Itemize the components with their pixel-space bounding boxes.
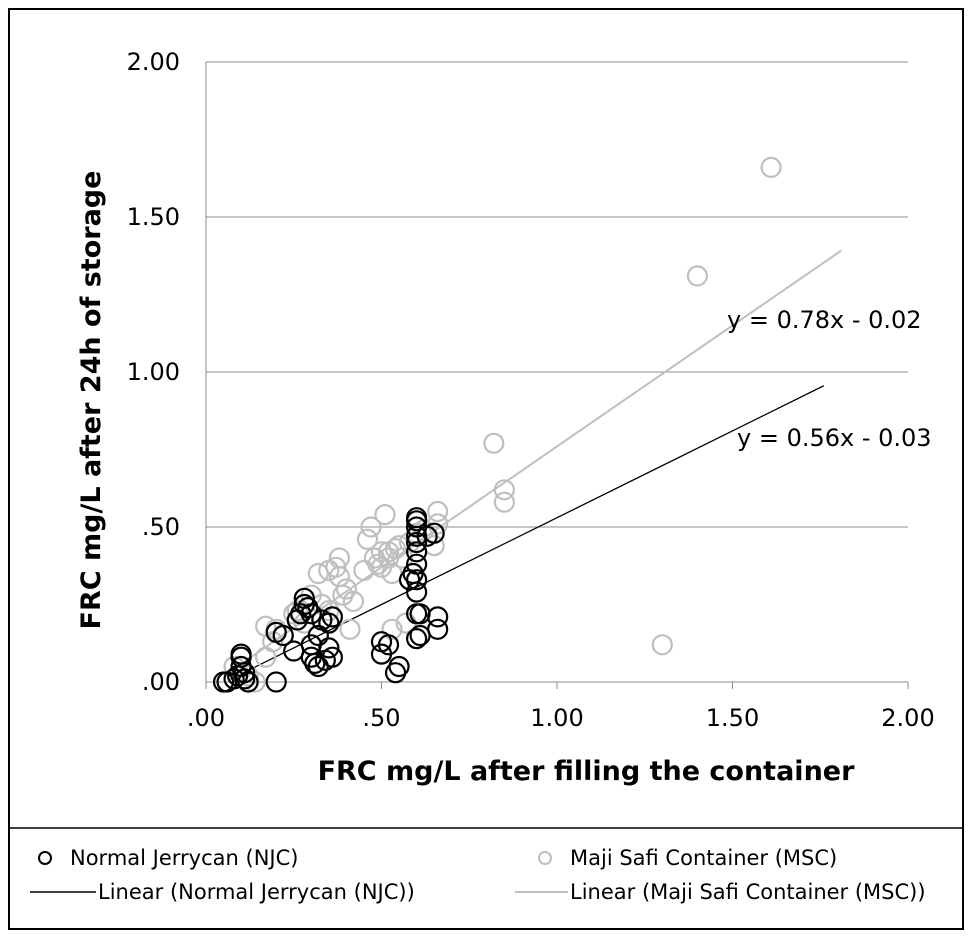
data-point-njc: [265, 671, 287, 693]
legend-label-msc: Maji Safi Container (MSC): [570, 846, 837, 870]
data-point-msc: [427, 513, 449, 535]
data-points: [212, 156, 782, 693]
y-tick-label: 1.00: [127, 358, 180, 386]
data-point-njc: [321, 646, 343, 668]
y-tick-label: 1.50: [127, 203, 180, 231]
legend-label-linear-njc: Linear (Normal Jerrycan (NJC)): [98, 880, 415, 904]
trendline-equation-njc: y = 0.56x - 0.03: [737, 424, 932, 452]
legend-marker-msc: [538, 851, 552, 865]
chart-frame: [8, 8, 964, 930]
x-axis-title: FRC mg/L after filling the container: [318, 756, 856, 787]
trendline-equation-msc: y = 0.78x - 0.02: [727, 306, 922, 334]
y-tick-label: .50: [142, 513, 180, 541]
y-axis-title: FRC mg/L after 24h of storage: [76, 171, 107, 630]
data-point-njc: [234, 668, 256, 690]
data-point-msc: [356, 528, 379, 551]
x-tick-label: 2.00: [881, 704, 934, 732]
data-point-njc: [427, 618, 449, 640]
data-point-msc: [360, 516, 382, 538]
data-point-njc: [406, 531, 428, 554]
data-point-njc: [377, 634, 400, 656]
tick-labels: .00 .50 1.00 1.50 2.00 .00 .50 1.00 1.50 2.00: [127, 48, 935, 732]
y-tick-label: .00: [142, 668, 180, 696]
data-point-njc: [290, 603, 312, 625]
data-point-njc: [321, 606, 343, 628]
data-point-njc: [406, 541, 428, 563]
trendline-equations: y = 0.56x - 0.03 y = 0.78x - 0.02: [727, 306, 932, 452]
data-point-njc: [427, 606, 449, 628]
data-point-njc: [406, 627, 428, 650]
data-point-njc: [406, 553, 428, 575]
data-point-msc: [342, 590, 365, 613]
data-point-msc: [760, 156, 782, 178]
data-point-njc: [406, 507, 428, 529]
data-point-msc: [483, 432, 505, 454]
data-point-msc: [325, 556, 347, 578]
legend-marker-njc: [38, 851, 52, 865]
data-point-njc: [406, 569, 428, 591]
data-point-njc: [318, 637, 340, 659]
data-point-msc: [493, 491, 515, 513]
x-tick-label: .50: [362, 704, 400, 732]
data-point-msc: [339, 618, 361, 640]
data-point-njc: [406, 581, 428, 603]
legend: Normal Jerrycan (NJC) Maji Safi Containe…: [30, 846, 926, 904]
y-tick-label: 2.00: [127, 48, 180, 76]
x-tick-label: 1.50: [706, 704, 759, 732]
data-point-msc: [686, 265, 709, 287]
data-point-njc: [234, 662, 256, 684]
data-point-msc: [381, 618, 403, 640]
data-point-njc: [423, 522, 445, 544]
legend-label-linear-msc: Linear (Maji Safi Container (MSC)): [570, 880, 926, 904]
data-point-msc: [374, 503, 396, 526]
data-point-msc: [651, 634, 673, 656]
data-point-njc: [223, 668, 245, 690]
data-point-njc: [237, 671, 259, 693]
x-tick-label: .00: [187, 704, 225, 732]
data-point-msc: [493, 479, 515, 501]
gridlines: [205, 61, 909, 689]
data-point-njc: [307, 624, 329, 647]
data-point-msc: [427, 500, 449, 523]
legend-label-njc: Normal Jerrycan (NJC): [70, 846, 298, 870]
data-point-njc: [272, 624, 294, 647]
trendline-njc: [230, 385, 825, 680]
data-point-msc: [262, 631, 284, 653]
data-point-msc: [286, 600, 308, 622]
data-point-njc: [300, 603, 322, 625]
data-point-njc: [388, 655, 410, 678]
x-tick-label: 1.00: [530, 704, 583, 732]
data-point-msc: [335, 578, 357, 600]
